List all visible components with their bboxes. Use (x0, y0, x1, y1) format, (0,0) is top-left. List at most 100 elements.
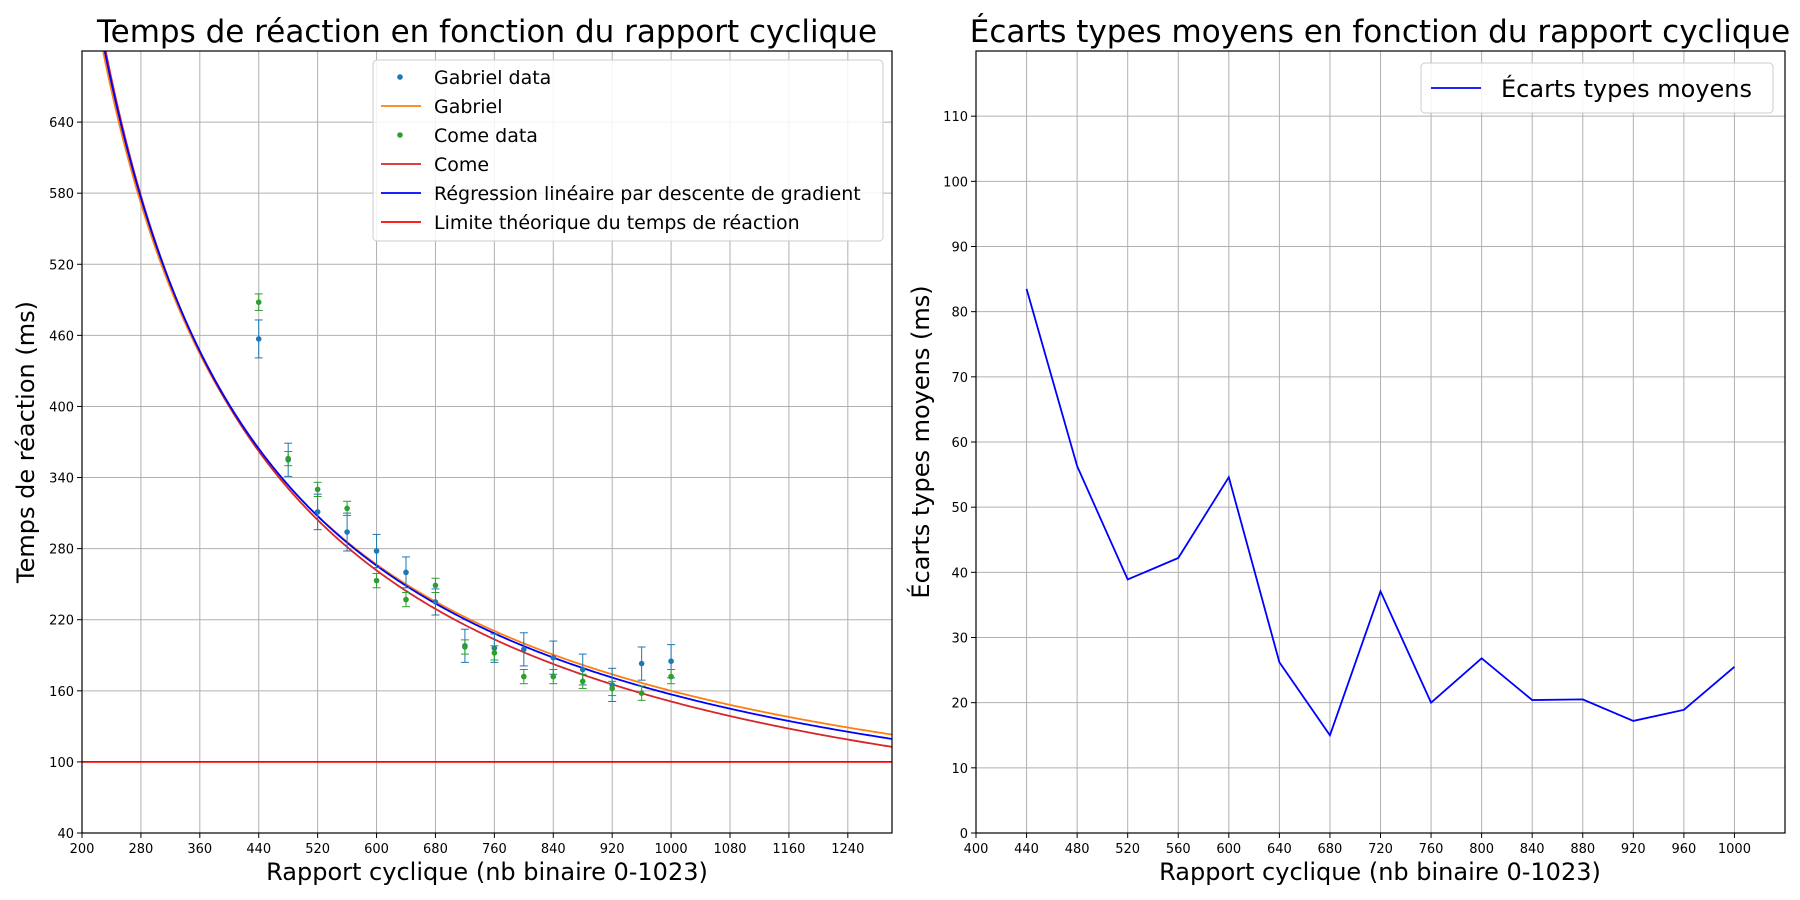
x-tick-label: 840 (541, 842, 566, 857)
y-tick-label: 400 (49, 400, 74, 415)
y-tick-label: 110 (943, 110, 968, 125)
come-data-point (491, 650, 498, 656)
legend-label: Gabriel (434, 96, 503, 118)
y-tick-label: 0 (960, 827, 968, 842)
legend-label: Come data (434, 125, 538, 147)
x-tick-label: 1160 (772, 842, 805, 857)
y-tick-label: 160 (49, 685, 74, 700)
x-tick-label: 880 (1570, 842, 1595, 857)
gabriel-data-point (314, 509, 321, 515)
reaction-time-chart: Temps de réaction en fonction du rapport… (12, 14, 893, 886)
gabriel-data-point (373, 548, 380, 554)
legend-marker (397, 132, 403, 138)
come-data-point (373, 577, 380, 584)
come-data-point (285, 455, 291, 462)
right-x-ticks: 400 440 480 520 560 600 640 680 720 760 800 840 880 9… (964, 833, 1751, 857)
x-tick-label: 1000 (655, 842, 688, 857)
legend-label: Écarts types moyens (1501, 74, 1752, 103)
left-x-axis-label: Rapport cyclique (nb binaire 0-1023) (266, 858, 708, 886)
gabriel-data-point (255, 336, 262, 342)
x-tick-label: 280 (128, 842, 153, 857)
legend-label: Gabriel data (434, 67, 551, 89)
left-x-ticks: 200 280 360 440 520 600 680 760 840 920 1000 1080 11… (70, 833, 864, 857)
y-tick-label: 340 (49, 472, 74, 487)
legend-box (372, 59, 884, 242)
legend-label: Régression linéaire par descente de grad… (434, 183, 861, 205)
x-tick-label: 760 (1419, 842, 1444, 857)
x-tick-label: 520 (305, 842, 330, 857)
left-plot-area (82, 51, 892, 763)
gabriel-data-point (668, 658, 674, 664)
gabriel-data-point (344, 529, 350, 535)
come-data-point (314, 486, 321, 493)
come-data-point (638, 690, 645, 696)
y-tick-label: 30 (951, 632, 968, 647)
come-data-point (462, 644, 468, 650)
y-tick-label: 460 (49, 329, 74, 344)
gabriel-data-point (579, 666, 586, 673)
x-tick-label: 920 (1621, 842, 1646, 857)
right-grid (975, 51, 1785, 834)
x-tick-label: 520 (1115, 842, 1140, 857)
left-legend: Gabriel data Gabriel Come data Come Régressi… (372, 59, 884, 242)
left-y-axis-label: Temps de réaction (ms) (12, 301, 40, 584)
y-tick-label: 70 (951, 371, 968, 386)
x-tick-label: 560 (1166, 842, 1191, 857)
y-tick-label: 90 (951, 241, 968, 256)
y-tick-label: 50 (951, 501, 968, 516)
legend-box (1420, 62, 1774, 114)
y-tick-label: 640 (49, 116, 74, 131)
x-tick-label: 1000 (1718, 842, 1751, 857)
x-tick-label: 600 (1216, 842, 1241, 857)
x-tick-label: 440 (1014, 842, 1039, 857)
x-tick-label: 680 (423, 842, 448, 857)
x-tick-label: 960 (1671, 842, 1696, 857)
y-tick-label: 100 (49, 756, 74, 771)
x-tick-label: 360 (187, 842, 212, 857)
left-chart-title: Temps de réaction en fonction du rapport… (96, 14, 877, 50)
y-tick-label: 40 (57, 827, 74, 842)
x-tick-label: 480 (1065, 842, 1090, 857)
x-tick-label: 840 (1520, 842, 1545, 857)
y-tick-label: 10 (951, 762, 968, 777)
x-tick-label: 920 (600, 842, 625, 857)
legend-label: Come (434, 154, 489, 176)
x-tick-label: 1240 (831, 842, 864, 857)
come-data-point (609, 685, 615, 692)
right-axes-frame (975, 50, 1786, 834)
y-tick-label: 60 (951, 436, 968, 451)
come-data-point (668, 673, 674, 680)
left-axes-frame (81, 50, 893, 834)
x-tick-label: 400 (964, 842, 989, 857)
come-data-point (403, 596, 409, 603)
right-y-ticks: 0 10 20 30 40 50 60 70 80 90 100 110 (943, 110, 976, 842)
x-tick-label: 720 (1368, 842, 1393, 857)
gabriel-data-point (432, 599, 439, 605)
y-tick-label: 80 (951, 306, 968, 321)
come-data-point (550, 673, 557, 680)
x-tick-label: 800 (1469, 842, 1494, 857)
left-y-ticks: 40 100 160 220 280 340 400 460 520 580 640 (49, 116, 82, 842)
x-tick-label: 680 (1318, 842, 1343, 857)
come-data-point (255, 299, 262, 305)
legend-marker (397, 74, 403, 80)
y-tick-label: 280 (49, 543, 74, 558)
come-data-point (521, 673, 527, 680)
x-tick-label: 1080 (713, 842, 746, 857)
right-y-axis-label: Écarts types moyens (ms) (906, 285, 935, 598)
x-tick-label: 640 (1267, 842, 1292, 857)
x-tick-label: 600 (364, 842, 389, 857)
gabriel-data-point (638, 660, 645, 667)
x-tick-label: 440 (246, 842, 271, 857)
x-tick-label: 200 (70, 842, 95, 857)
gabriel-data-point (403, 569, 409, 576)
right-x-axis-label: Rapport cyclique (nb binaire 0-1023) (1159, 858, 1601, 886)
gabriel-data-point (521, 646, 527, 653)
std-dev-chart: Écarts types moyens en fonction du rappo… (906, 14, 1790, 886)
y-tick-label: 100 (943, 175, 968, 190)
y-tick-label: 40 (951, 566, 968, 581)
y-tick-label: 520 (49, 258, 74, 273)
right-legend: Écarts types moyens (1420, 62, 1774, 114)
x-tick-label: 760 (482, 842, 507, 857)
